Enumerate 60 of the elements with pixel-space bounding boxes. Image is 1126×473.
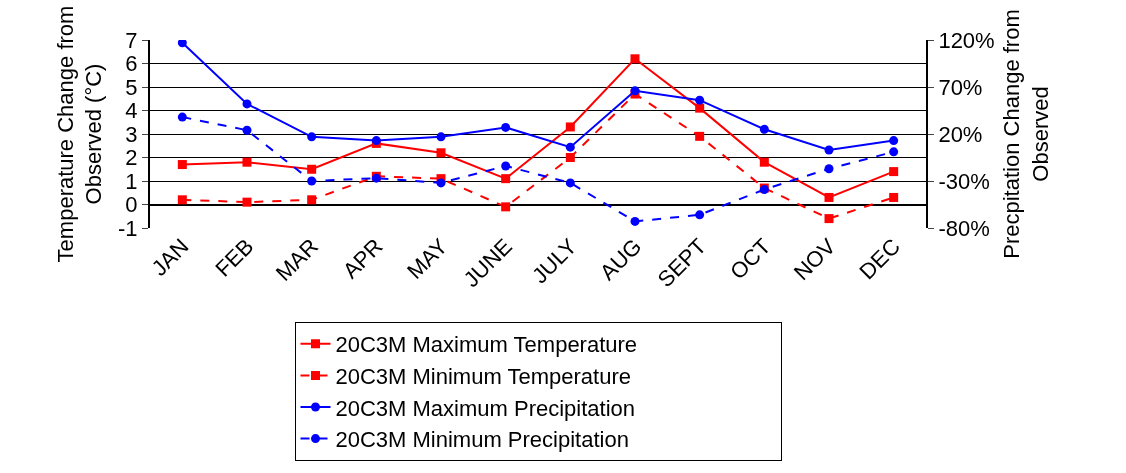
y-tick-label: 2: [125, 145, 138, 171]
point: [242, 157, 252, 167]
point: [889, 136, 899, 146]
point: [501, 122, 511, 132]
y-axis-title: Temperature Change from Observed (°C): [52, 5, 107, 263]
point: [242, 99, 252, 109]
point: [630, 216, 640, 226]
y2-tick-label: -80%: [938, 215, 990, 241]
y2-tick-label: 70%: [938, 74, 983, 100]
point: [307, 164, 317, 174]
y-tick-label: 0: [125, 192, 138, 218]
point: [824, 164, 834, 174]
point: [824, 214, 834, 224]
point: [501, 202, 511, 212]
point: [565, 178, 575, 188]
legend-label: 20C3M Maximum Precipitation: [335, 395, 636, 421]
point: [242, 125, 252, 135]
point: [824, 145, 834, 155]
y-tick-label: 5: [125, 74, 138, 100]
point: [565, 122, 575, 132]
y-tick-label: -1: [118, 215, 138, 241]
y2-axis-title: Precpitation Change from Observed: [999, 9, 1053, 259]
point: [436, 178, 446, 188]
y2-tick-label: 20%: [938, 121, 983, 147]
legend-label: 20C3M Minimum Temperature: [335, 363, 631, 389]
point: [436, 148, 446, 158]
y-tick-label: 7: [125, 27, 138, 53]
y-tick-label: 6: [125, 51, 138, 77]
point: [759, 157, 769, 167]
point: [889, 192, 899, 202]
point: [889, 167, 899, 177]
point: [177, 160, 187, 170]
point: [824, 192, 834, 202]
point: [565, 153, 575, 162]
point: [565, 142, 575, 152]
point: [242, 197, 252, 207]
point: [307, 176, 317, 186]
point: [177, 40, 187, 48]
y-tick-label: 4: [125, 98, 138, 124]
point: [695, 95, 705, 105]
point: [177, 195, 187, 205]
point: [177, 112, 187, 122]
point: [436, 132, 446, 142]
point: [695, 131, 705, 141]
point: [307, 195, 317, 205]
point: [630, 54, 640, 64]
y2-tick-label: -30%: [938, 168, 990, 194]
point: [695, 103, 705, 113]
y2-tick-label: 120%: [938, 27, 995, 53]
point: [501, 161, 511, 171]
point: [307, 132, 317, 142]
y-tick-label: 3: [125, 121, 138, 147]
y-tick-label: 1: [125, 168, 138, 194]
point: [889, 147, 899, 157]
legend-label: 20C3M Maximum Temperature: [335, 332, 638, 358]
x-tick-label: FEB: [210, 233, 259, 282]
point: [759, 124, 769, 134]
point: [501, 174, 511, 184]
legend-label: 20C3M Minimum Precipitation: [335, 427, 629, 453]
point: [695, 210, 705, 220]
